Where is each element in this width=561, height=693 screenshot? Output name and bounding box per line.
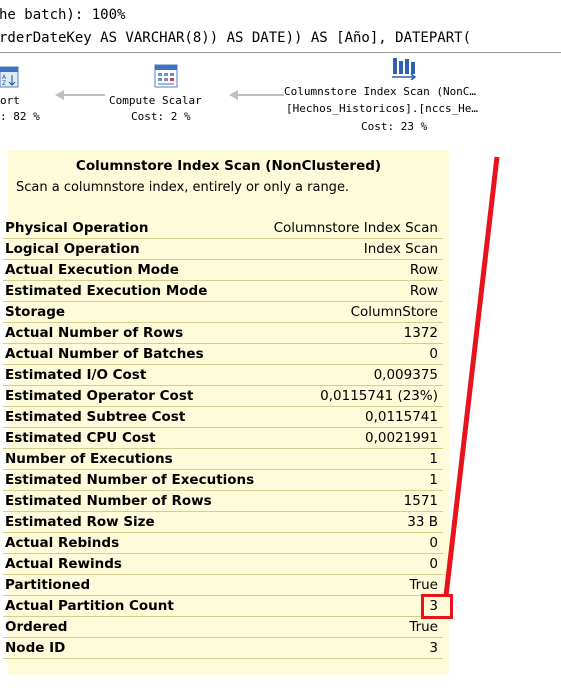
index-scan-object: [Hechos_Historicos].[nccs_He… [286, 102, 479, 115]
compute-scalar-cost: Cost: 2 % [131, 110, 191, 123]
property-row: Physical Operation Columnstore Index Scan [3, 218, 443, 239]
property-name: Storage [5, 304, 66, 320]
sort-icon[interactable]: A Z [0, 66, 20, 88]
property-name: Actual Execution Mode [5, 262, 179, 278]
property-value: 0,009375 [373, 367, 438, 383]
query-text-line-2: rderDateKey AS VARCHAR(8)) AS DATE)) AS … [0, 30, 472, 46]
property-value: ColumnStore [350, 304, 438, 320]
property-name: Estimated Number of Rows [5, 493, 212, 509]
property-name: Actual Partition Count [5, 598, 174, 614]
property-name: Actual Number of Batches [5, 346, 204, 362]
property-row: Actual Execution Mode Row [3, 260, 443, 281]
query-divider [0, 52, 561, 53]
property-name: Estimated I/O Cost [5, 367, 147, 383]
property-row: Number of Executions 1 [3, 449, 443, 470]
property-name: Ordered [5, 619, 68, 635]
property-value: 1 [429, 451, 438, 467]
query-text-line-1: he batch): 100% [0, 7, 126, 23]
property-row: Estimated I/O Cost 0,009375 [3, 365, 443, 386]
flow-arrow-compute-to-sort [55, 90, 105, 100]
svg-text:A: A [2, 74, 7, 81]
property-row: Actual Rewinds 0 [3, 554, 443, 575]
property-value: 0 [429, 535, 438, 551]
index-scan-label: Columnstore Index Scan (NonC… [284, 85, 477, 98]
operator-tooltip: Columnstore Index Scan (NonClustered) Sc… [8, 150, 449, 675]
property-name: Partitioned [5, 577, 91, 593]
property-name: Actual Number of Rows [5, 325, 184, 341]
property-value: 0,0115741 [364, 409, 438, 425]
property-value: 3 [429, 598, 438, 614]
flow-arrow-scan-to-compute [229, 90, 284, 100]
property-value: 1372 [403, 325, 438, 341]
property-row: Estimated Execution Mode Row [3, 281, 443, 302]
property-row: Node ID 3 [3, 638, 443, 659]
property-value: 0 [429, 346, 438, 362]
compute-scalar-icon[interactable] [154, 64, 180, 90]
property-value: 0,0115741 (23%) [320, 388, 438, 404]
property-value: Index Scan [363, 241, 438, 257]
property-row: Logical Operation Index Scan [3, 239, 443, 260]
property-name: Estimated Execution Mode [5, 283, 208, 299]
property-row: Partitioned True [3, 575, 443, 596]
property-value: Row [409, 283, 438, 299]
tooltip-description: Scan a columnstore index, entirely or on… [16, 180, 350, 195]
property-row: Ordered True [3, 617, 443, 638]
property-row: Estimated Number of Executions 1 [3, 470, 443, 491]
property-row: Estimated Subtree Cost 0,0115741 [3, 407, 443, 428]
property-row: Estimated Operator Cost 0,0115741 (23%) [3, 386, 443, 407]
compute-scalar-label: Compute Scalar [109, 94, 202, 107]
sort-operator-cost: : 82 % [0, 110, 40, 123]
tooltip-properties-table: Physical Operation Columnstore Index Scan… [3, 218, 443, 659]
property-value: 1571 [403, 493, 438, 509]
property-name: Estimated Row Size [5, 514, 155, 530]
property-name: Estimated CPU Cost [5, 430, 156, 446]
property-name: Estimated Number of Executions [5, 472, 255, 488]
property-row: Actual Rebinds 0 [3, 533, 443, 554]
property-row: Actual Number of Rows 1372 [3, 323, 443, 344]
sort-operator-label: ort [0, 94, 20, 107]
property-value: True [409, 619, 438, 635]
property-row: Estimated Row Size 33 B [3, 512, 443, 533]
property-value: 1 [429, 472, 438, 488]
tooltip-title: Columnstore Index Scan (NonClustered) [75, 158, 382, 174]
property-name: Physical Operation [5, 220, 149, 236]
property-name: Estimated Subtree Cost [5, 409, 186, 425]
property-name: Actual Rewinds [5, 556, 122, 572]
property-value: 3 [429, 640, 438, 656]
index-scan-cost: Cost: 23 % [361, 120, 428, 133]
property-row: Actual Partition Count 3 [3, 596, 443, 617]
svg-text:Z: Z [2, 80, 6, 87]
property-value: 0 [429, 556, 438, 572]
property-value: Columnstore Index Scan [273, 220, 438, 236]
property-row: Storage ColumnStore [3, 302, 443, 323]
property-row: Estimated Number of Rows 1571 [3, 491, 443, 512]
property-value: 33 B [407, 514, 438, 530]
property-value: True [409, 577, 438, 593]
property-value: Row [409, 262, 438, 278]
property-name: Number of Executions [5, 451, 173, 467]
property-value: 0,0021991 [364, 430, 438, 446]
property-row: Actual Number of Batches 0 [3, 344, 443, 365]
property-row: Estimated CPU Cost 0,0021991 [3, 428, 443, 449]
property-name: Logical Operation [5, 241, 140, 257]
property-name: Actual Rebinds [5, 535, 120, 551]
property-name: Estimated Operator Cost [5, 388, 194, 404]
annotation-red-box [421, 594, 453, 619]
columnstore-index-scan-icon[interactable] [391, 56, 417, 81]
property-name: Node ID [5, 640, 66, 656]
